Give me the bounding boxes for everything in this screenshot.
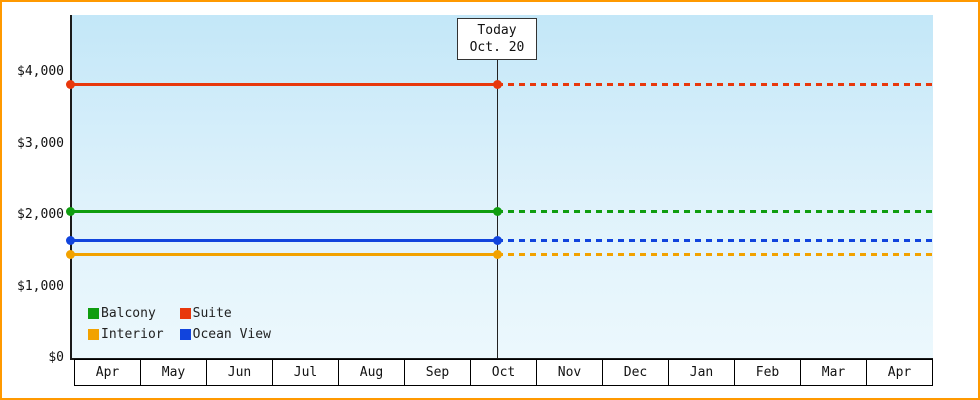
legend: Balcony Suite Interior Ocean View [88,306,271,342]
y-axis-line [70,15,72,360]
y-axis-label: $3,000 [17,135,64,151]
series-line-suite [70,83,497,87]
series-line-ocean-view [70,238,497,242]
series-projection-interior [497,252,933,256]
legend-swatch-ocean-view [179,329,191,340]
legend-swatch-interior [88,329,99,340]
month-cell: Apr [866,359,933,386]
y-axis-label: $0 [48,350,64,365]
today-label-box: Today Oct. 20 [457,18,537,60]
series-projection-suite [497,83,933,87]
month-cell: Mar [800,359,867,386]
series-projection-ocean-view [497,238,933,242]
series-endpoint-dot-interior [492,249,502,259]
legend-label-ocean-view: Ocean View [192,327,271,342]
series-projection-balcony [497,209,933,213]
month-cell: Sep [404,359,471,386]
series-endpoint-dot-interior [65,249,75,259]
legend-label-balcony: Balcony [101,306,156,321]
series-endpoint-dot-ocean-view [65,235,75,245]
month-cell: Oct [470,359,537,386]
month-cell: Jan [668,359,735,386]
series-endpoint-dot-suite [65,80,75,90]
today-line [497,18,498,358]
legend-item-ocean-view: Ocean View [179,327,271,342]
series-endpoint-dot-ocean-view [492,235,502,245]
plot-area [72,15,933,358]
today-label-title: Today [477,23,517,38]
series-endpoint-dot-balcony [492,206,502,216]
series-endpoint-dot-suite [492,80,502,90]
series-line-balcony [70,209,497,213]
month-cell: May [140,359,207,386]
month-cell: Jun [206,359,273,386]
legend-item-balcony: Balcony [88,306,164,321]
legend-label-suite: Suite [192,306,232,321]
month-cell: Jul [272,359,339,386]
legend-label-interior: Interior [101,327,164,342]
legend-swatch-balcony [88,308,99,319]
month-cell: Apr [74,359,141,386]
series-endpoint-dot-balcony [65,206,75,216]
today-label-date: Oct. 20 [469,40,525,55]
legend-item-suite: Suite [179,306,271,321]
legend-swatch-suite [179,308,191,319]
month-cell: Dec [602,359,669,386]
month-cell: Nov [536,359,603,386]
legend-item-interior: Interior [88,327,164,342]
month-cell: Feb [734,359,801,386]
x-axis-month-row: Apr May Jun Jul Aug Sep Oct Nov Dec Jan Feb Mar Apr [74,359,933,386]
y-axis-label: $4,000 [17,64,64,79]
month-cell: Aug [338,359,405,386]
y-axis-label: $1,000 [17,278,64,294]
series-line-interior [70,252,497,256]
y-axis-label: $2,000 [17,207,64,222]
